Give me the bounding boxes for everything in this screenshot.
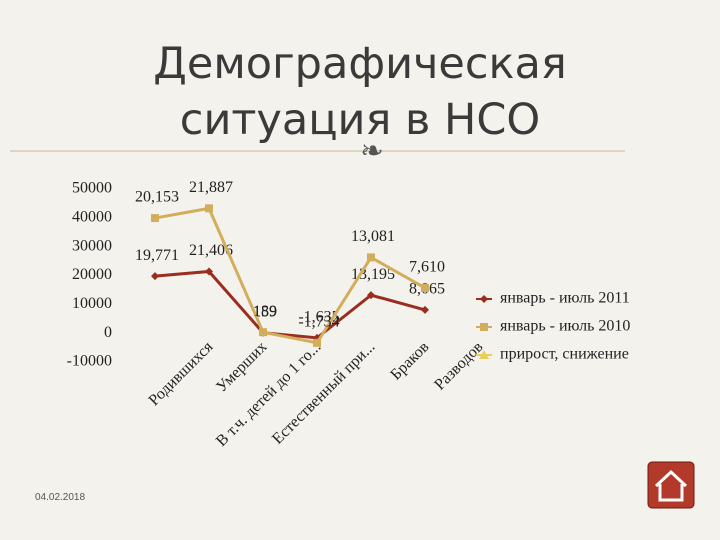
y-tick-label: 10000 [72,295,112,312]
title-line: ситуация в НСО [180,95,540,145]
legend-label: январь - июль 2010 [500,318,630,335]
ornament: ❧ [360,134,383,167]
date: 04.02.2018 [35,492,85,503]
y-tick-label: 0 [104,324,112,341]
data-label: 21,406 [189,242,233,259]
legend-label: январь - июль 2011 [500,290,630,307]
data-label: -1,734 [298,314,339,331]
marker [151,272,159,281]
data-label: 21,887 [189,179,233,196]
series-line [154,269,426,340]
y-tick-label: -10000 [67,353,112,370]
marker [205,267,213,276]
legend-label: прирост, снижение [500,346,629,363]
marker [480,295,488,303]
series-line [154,206,426,345]
marker [421,283,429,292]
data-label: 7,610 [409,259,445,276]
data-label: 20,153 [135,189,179,206]
title-line: Демографическая [153,39,566,89]
marker [479,350,489,359]
marker [421,305,429,314]
marker [259,328,267,337]
marker [367,291,375,300]
home-icon [654,469,688,502]
y-tick-label: 30000 [72,237,112,254]
data-label: 13,081 [351,228,395,245]
marker [480,323,488,331]
marker [205,204,213,213]
marker [151,214,159,223]
y-tick-label: 40000 [72,209,112,226]
marker [367,253,375,262]
home-button[interactable] [647,461,695,509]
data-label: 159 [253,303,277,320]
data-label: 19,771 [135,247,179,264]
marker [313,338,321,347]
y-tick-label: 50000 [72,180,112,197]
data-label: 189 [253,303,277,320]
y-tick-label: 20000 [72,266,112,283]
